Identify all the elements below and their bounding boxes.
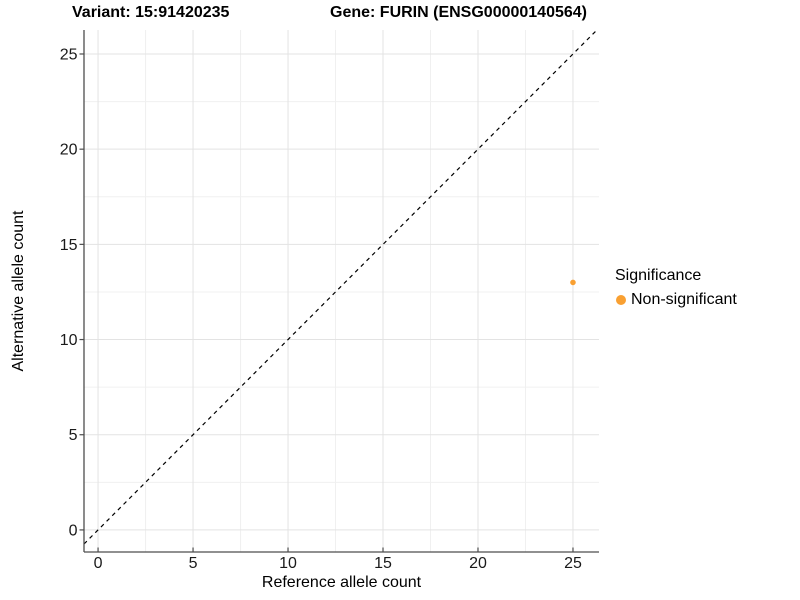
x-tick-label: 25: [564, 555, 582, 572]
x-tick-label: 5: [189, 555, 198, 572]
legend: Significance Non-significant: [615, 266, 737, 309]
plot-title-variant: Variant: 15:91420235: [72, 4, 230, 21]
plot-title-gene: Gene: FURIN (ENSG00000140564): [330, 4, 587, 21]
y-tick-label: 15: [60, 237, 78, 254]
identity-line: [83, 29, 598, 545]
y-axis-title: Alternative allele count: [10, 210, 27, 372]
legend-title: Significance: [615, 267, 702, 284]
data-point: [570, 279, 576, 286]
y-tick-label: 5: [69, 427, 78, 444]
y-tick-label: 25: [60, 46, 78, 63]
x-tick-label: 0: [94, 555, 103, 572]
x-tick-label: 20: [469, 555, 487, 572]
legend-label: Non-significant: [631, 291, 737, 308]
y-tick-label: 0: [69, 522, 78, 539]
x-tick-label: 15: [374, 555, 392, 572]
legend-entry: Non-significant: [616, 290, 737, 309]
x-axis-title: Reference allele count: [261, 574, 422, 591]
y-tick-label: 20: [60, 142, 78, 159]
y-tick-label: 10: [60, 332, 78, 349]
x-tick-label: 10: [279, 555, 297, 572]
legend-point-icon: [616, 294, 626, 305]
